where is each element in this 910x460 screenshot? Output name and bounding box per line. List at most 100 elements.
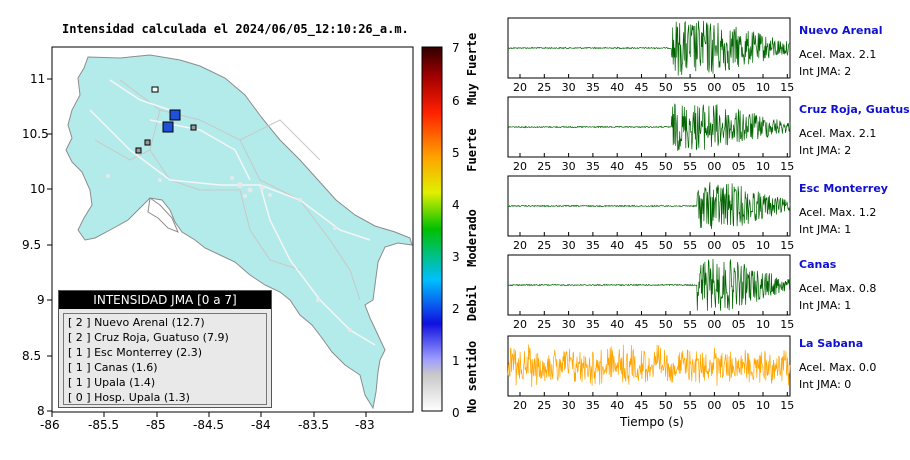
time-tick-label: 50 — [659, 160, 673, 173]
time-tick-label: 05 — [732, 160, 746, 173]
trace-acel-max: Acel. Max. 2.1 — [799, 127, 877, 140]
trace-int-jma: Int JMA: 2 — [799, 65, 852, 78]
colorbar-tick: 4 — [452, 198, 460, 212]
colorbar-tick: 1 — [452, 354, 460, 368]
time-tick-label: 40 — [610, 160, 624, 173]
station-marker-upala — [135, 147, 142, 154]
station-marker-cruz-roja-guatuso — [162, 121, 174, 133]
time-tick-label: 00 — [707, 160, 721, 173]
station-marker-canas — [144, 139, 151, 146]
station-marker-nuevo-arenal — [169, 109, 181, 121]
map-x-tick: -85.5 — [88, 418, 120, 432]
time-tick-label: 15 — [780, 399, 794, 412]
waveform-line — [507, 103, 791, 151]
trace-int-jma: Int JMA: 1 — [799, 299, 852, 312]
map-y-tick: 10.5 — [22, 127, 49, 141]
colorbar-tick: 6 — [452, 94, 460, 108]
time-tick-label: 55 — [683, 399, 697, 412]
time-tick-label: 05 — [732, 239, 746, 252]
intensity-colorbar — [421, 46, 443, 412]
seismogram-trace: 20 25 30 35 40 45 50 55 00 05 10 15 — [507, 175, 794, 252]
time-tick-label: 45 — [635, 318, 649, 331]
map-x-tick: -83.5 — [298, 418, 330, 432]
time-tick-label: 20 — [513, 160, 527, 173]
time-tick-label: 30 — [562, 318, 576, 331]
country-landmass — [65, 54, 413, 410]
waveform-line — [507, 258, 791, 311]
time-tick-label: 05 — [732, 318, 746, 331]
time-tick-label: 15 — [780, 239, 794, 252]
time-tick-label: 55 — [683, 318, 697, 331]
map-y-tick: 9 — [37, 293, 45, 307]
time-tick-label: 00 — [707, 239, 721, 252]
time-tick-label: 40 — [610, 239, 624, 252]
time-tick-label: 35 — [586, 160, 600, 173]
time-tick-label: 00 — [707, 81, 721, 94]
time-tick-label: 25 — [537, 318, 551, 331]
colorbar-word: Moderado — [465, 209, 479, 267]
trace-acel-max: Acel. Max. 2.1 — [799, 48, 877, 61]
colorbar-word: Muy Fuerte — [465, 32, 479, 105]
time-tick-label: 10 — [756, 318, 770, 331]
map-y-tick: 8.5 — [22, 349, 42, 363]
map-y-tick: 9.5 — [22, 238, 42, 252]
time-tick-label: 05 — [732, 399, 746, 412]
colorbar-tick: 0 — [452, 406, 460, 420]
map-x-tick: -84.5 — [193, 418, 225, 432]
time-tick-label: 40 — [610, 399, 624, 412]
time-tick-label: 35 — [586, 318, 600, 331]
legend-item: [ 2 ] Nuevo Arenal (12.7) — [68, 316, 205, 329]
waveform-line — [507, 344, 791, 388]
time-tick-label: 35 — [586, 399, 600, 412]
time-tick-label: 30 — [562, 160, 576, 173]
time-tick-label: 55 — [683, 160, 697, 173]
map-x-tick: -85 — [146, 418, 166, 432]
time-tick-label: 15 — [780, 318, 794, 331]
time-tick-label: 55 — [683, 239, 697, 252]
legend-list: [ 2 ] Nuevo Arenal (12.7) [ 2 ] Cruz Roj… — [63, 313, 267, 405]
seismogram-trace: 20 25 30 35 40 45 50 55 00 05 10 15 — [507, 254, 794, 331]
time-tick-label: 55 — [683, 81, 697, 94]
map-y-tick: 8 — [37, 404, 45, 418]
colorbar-word: Fuerte — [465, 128, 479, 172]
seismogram-trace: 20 25 30 35 40 45 50 55 00 05 10 15 — [507, 96, 794, 173]
legend-item: [ 1 ] Upala (1.4) — [68, 376, 156, 389]
time-tick-label: 50 — [659, 81, 673, 94]
time-tick-label: 30 — [562, 399, 576, 412]
legend-item: [ 1 ] Canas (1.6) — [68, 361, 158, 374]
map-y-tick: 10 — [30, 182, 46, 196]
colorbar-tick: 2 — [452, 302, 460, 316]
time-tick-label: 25 — [537, 81, 551, 94]
time-tick-label: 20 — [513, 81, 527, 94]
trace-station-name: La Sabana — [799, 337, 864, 350]
trace-station-name: Canas — [799, 258, 837, 271]
legend-item: [ 1 ] Esc Monterrey (2.3) — [68, 346, 203, 359]
time-tick-label: 40 — [610, 81, 624, 94]
time-tick-label: 10 — [756, 81, 770, 94]
trace-acel-max: Acel. Max. 0.0 — [799, 361, 877, 374]
time-tick-label: 45 — [635, 160, 649, 173]
waveform-line — [507, 182, 791, 230]
trace-acel-max: Acel. Max. 1.2 — [799, 206, 877, 219]
trace-station-name: Nuevo Arenal — [799, 24, 883, 37]
map-x-tick: -83 — [355, 418, 375, 432]
time-tick-label: 40 — [610, 318, 624, 331]
time-tick-label: 15 — [780, 160, 794, 173]
waveform-line — [507, 20, 791, 76]
station-marker-esc-monterrey — [190, 124, 197, 131]
time-tick-label: 50 — [659, 318, 673, 331]
time-tick-label: 10 — [756, 399, 770, 412]
time-tick-label: 10 — [756, 160, 770, 173]
trace-int-jma: Int JMA: 2 — [799, 144, 852, 157]
time-tick-label: 00 — [707, 318, 721, 331]
seismogram-panel: 20 25 30 35 40 45 50 55 00 05 10 15 20 25 30 35 40 45 50 55… — [507, 17, 794, 412]
time-tick-label: 10 — [756, 239, 770, 252]
trace-station-name: Cruz Roja, Guatuso — [799, 103, 910, 116]
time-tick-label: 05 — [732, 81, 746, 94]
time-tick-label: 25 — [537, 160, 551, 173]
time-tick-label: 15 — [780, 81, 794, 94]
trace-int-jma: Int JMA: 1 — [799, 223, 852, 236]
time-tick-label: 30 — [562, 239, 576, 252]
legend-title: INTENSIDAD JMA [0 a 7] — [59, 291, 271, 309]
legend-item: [ 0 ] Hosp. Upala (1.3) — [68, 391, 190, 404]
